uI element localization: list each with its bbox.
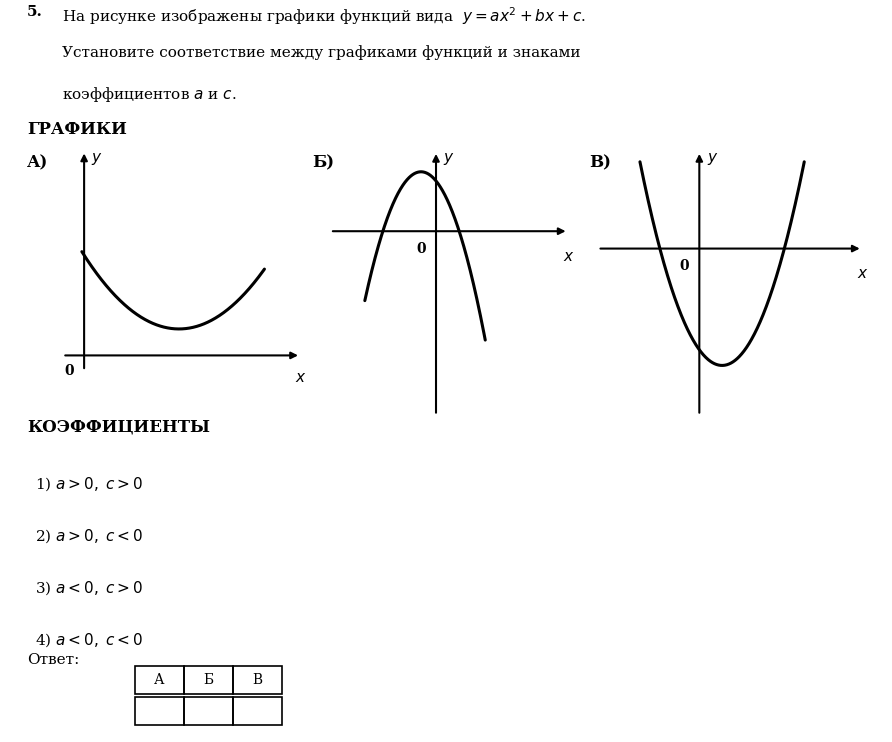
Text: 1) $a > 0,\; c > 0$: 1) $a > 0,\; c > 0$: [35, 476, 143, 493]
Bar: [135, 697, 184, 726]
Text: $x$: $x$: [857, 267, 868, 281]
Text: А: А: [154, 673, 164, 687]
Text: В: В: [252, 673, 262, 687]
Text: 2) $a > 0,\; c < 0$: 2) $a > 0,\; c < 0$: [35, 528, 143, 545]
Text: 3) $a < 0,\; c > 0$: 3) $a < 0,\; c > 0$: [35, 580, 143, 597]
Text: ГРАФИКИ: ГРАФИКИ: [27, 122, 127, 138]
Text: Установите соответствие между графиками функций и знаками: Установите соответствие между графиками …: [62, 45, 581, 60]
Bar: [233, 697, 282, 726]
Text: Ответ:: Ответ:: [27, 654, 79, 667]
Bar: [184, 697, 233, 726]
Bar: [135, 666, 184, 694]
Text: В): В): [589, 155, 611, 171]
Text: 5.: 5.: [27, 5, 43, 19]
Bar: [233, 666, 282, 694]
Bar: [184, 666, 233, 694]
Text: Б: Б: [203, 673, 213, 687]
Text: 4) $a < 0,\; c < 0$: 4) $a < 0,\; c < 0$: [35, 631, 143, 649]
Text: $y$: $y$: [91, 151, 103, 167]
Text: КОЭФФИЦИЕНТЫ: КОЭФФИЦИЕНТЫ: [27, 418, 210, 435]
Text: 0: 0: [65, 364, 75, 378]
Text: $x$: $x$: [295, 371, 307, 385]
Text: 0: 0: [417, 242, 426, 256]
Text: На рисунке изображены графики функций вида  $y = ax^2 + bx + c$.: На рисунке изображены графики функций ви…: [62, 5, 587, 27]
Text: 0: 0: [679, 259, 689, 273]
Text: $y$: $y$: [443, 151, 455, 167]
Text: Б): Б): [312, 155, 334, 171]
Text: $y$: $y$: [707, 151, 719, 167]
Text: коэффициентов $a$ и $c$.: коэффициентов $a$ и $c$.: [62, 85, 237, 104]
Text: А): А): [27, 155, 48, 171]
Text: $x$: $x$: [563, 250, 574, 264]
